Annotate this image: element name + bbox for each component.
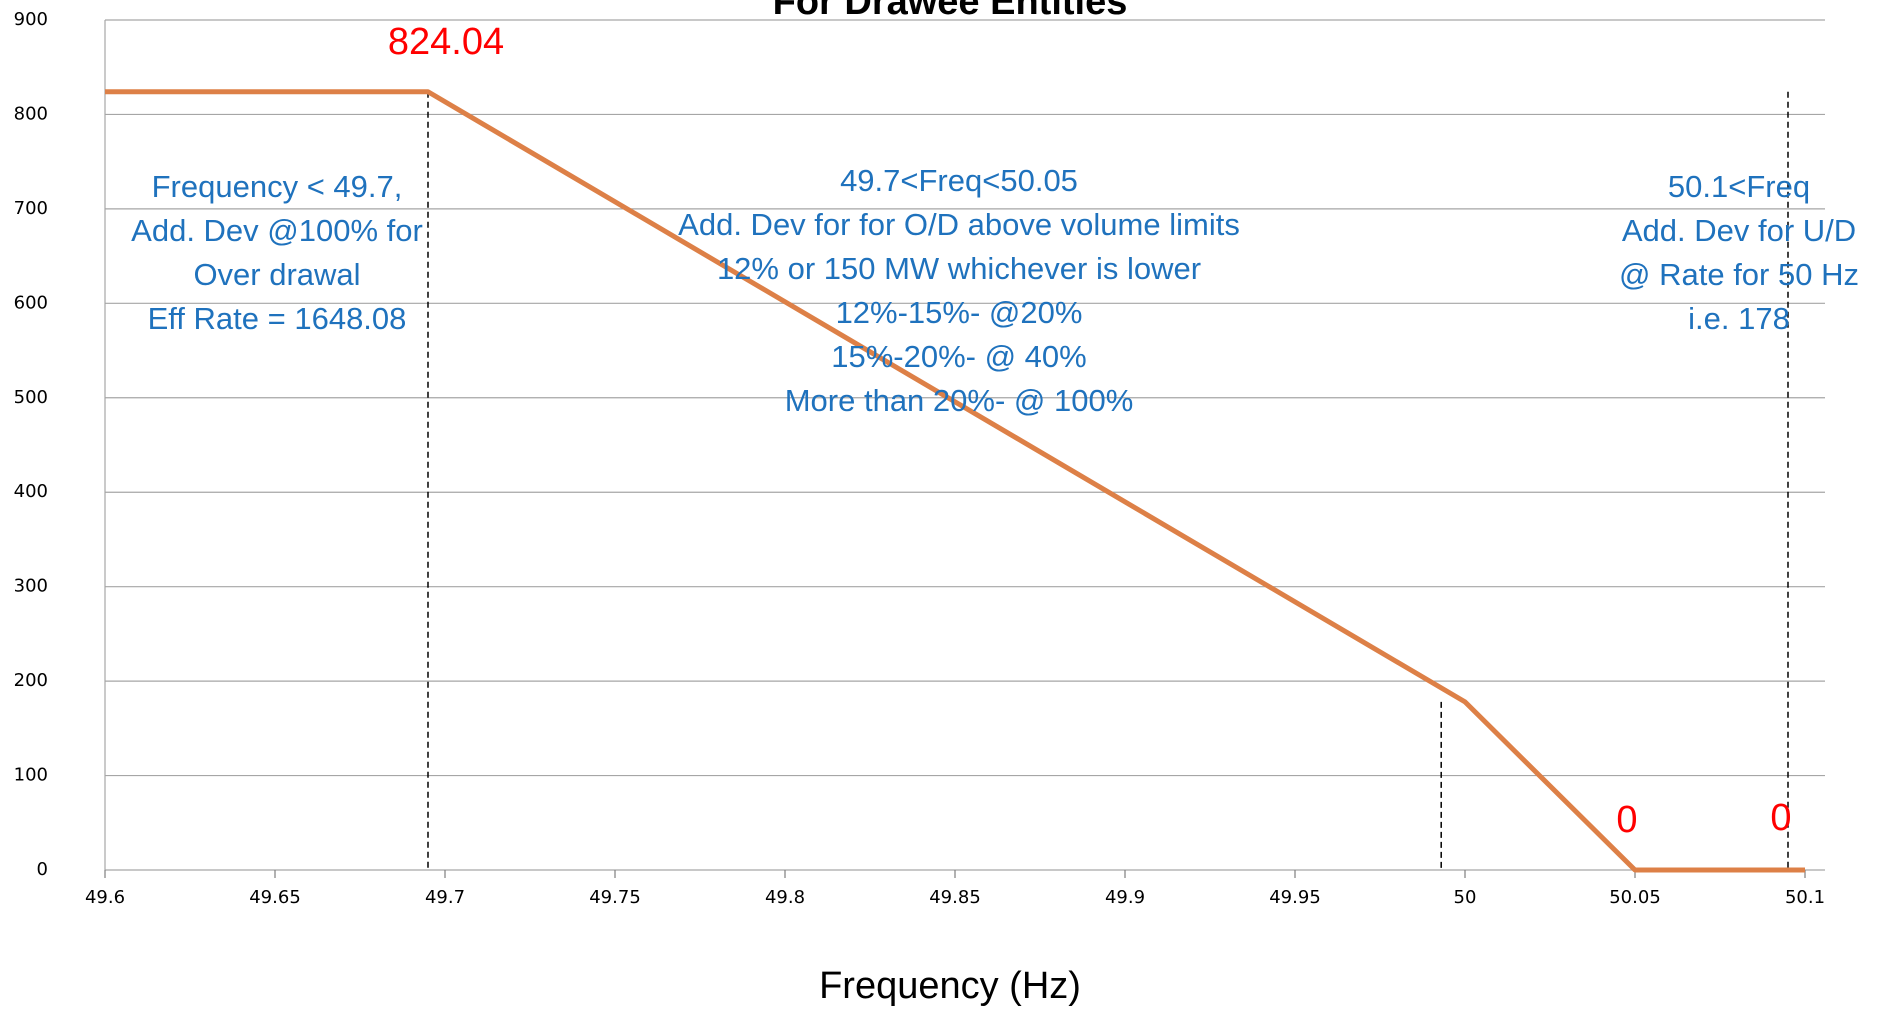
x-tick-label: 49.7 <box>425 887 465 908</box>
y-tick-label: 600 <box>14 292 48 313</box>
y-tick-label: 100 <box>14 765 48 786</box>
annotation: 15%-20%- @ 40% <box>831 339 1086 374</box>
x-tick-label: 49.8 <box>765 887 805 908</box>
y-tick-label: 800 <box>14 103 48 124</box>
y-tick-label: 700 <box>14 198 48 219</box>
x-axis-label: Frequency (Hz) <box>819 965 1081 1007</box>
x-tick-label: 49.85 <box>929 887 981 908</box>
annotation: Add. Dev for U/D <box>1622 213 1856 248</box>
chart-title: For Drawee Entities <box>773 0 1128 23</box>
x-tick-label: 50 <box>1454 887 1477 908</box>
y-tick-label: 400 <box>14 481 48 502</box>
data-label: 0 <box>1770 797 1791 839</box>
data-label: 0 <box>1616 799 1637 841</box>
annotation: Eff Rate = 1648.08 <box>148 301 407 336</box>
x-tick-label: 50.1 <box>1785 887 1825 908</box>
annotation: More than 20%- @ 100% <box>785 383 1134 418</box>
annotation: Frequency < 49.7, <box>152 169 403 204</box>
y-tick-label: 300 <box>14 576 48 597</box>
x-tick-label: 50.05 <box>1609 887 1661 908</box>
y-tick-label: 200 <box>14 670 48 691</box>
annotation: @ Rate for 50 Hz <box>1619 257 1859 292</box>
annotation: i.e. 178 <box>1688 301 1790 336</box>
annotation: Add. Dev @100% for <box>131 213 423 248</box>
y-tick-label: 500 <box>14 387 48 408</box>
y-tick-label: 900 <box>14 9 48 30</box>
annotation: 12%-15%- @20% <box>836 295 1083 330</box>
x-tick-label: 49.6 <box>85 887 125 908</box>
annotation: 50.1<Freq <box>1668 169 1810 204</box>
x-tick-label: 49.65 <box>249 887 301 908</box>
x-tick-label: 49.9 <box>1105 887 1145 908</box>
x-tick-label: 49.75 <box>589 887 641 908</box>
y-tick-label: 0 <box>37 859 48 880</box>
annotation: Add. Dev for for O/D above volume limits <box>678 207 1240 242</box>
x-tick-label: 49.95 <box>1269 887 1321 908</box>
data-label: 824.04 <box>388 21 504 63</box>
line <box>105 89 1805 873</box>
annotation: Over drawal <box>193 257 360 292</box>
annotation: 12% or 150 MW whichever is lower <box>717 251 1201 286</box>
annotation: 49.7<Freq<50.05 <box>840 163 1078 198</box>
